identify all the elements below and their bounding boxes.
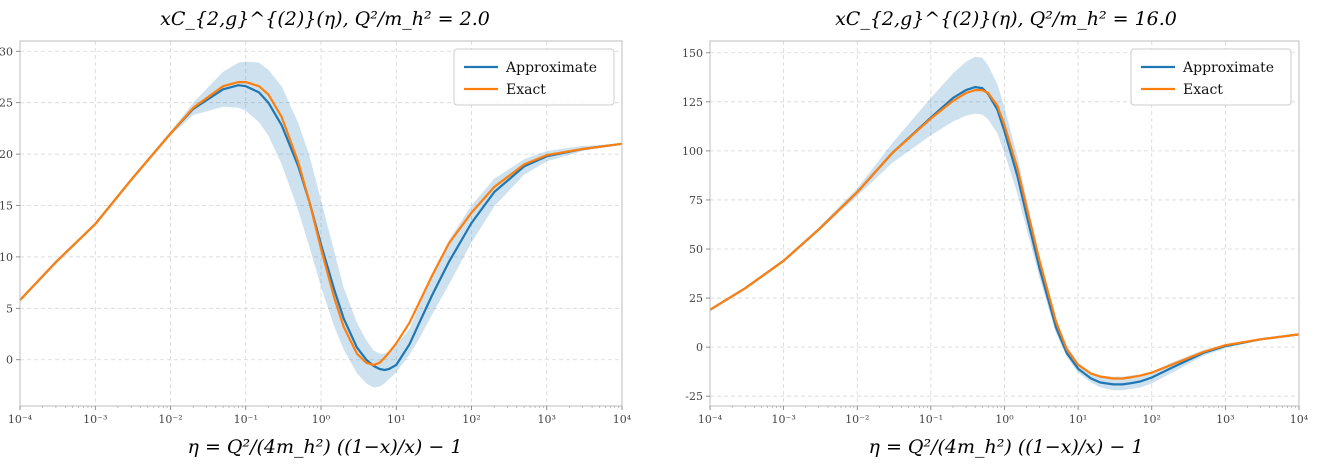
series-line-approximate [19,84,623,372]
chart-title-1: xC_{2,g}^{(2)}(η), Q²/m_h² = 2.0 [160,8,490,30]
series-line-exact [19,81,623,366]
x-tick-label: 10¹ [1069,413,1087,426]
y-tick-label: 30 [0,45,13,58]
legend-box [453,48,615,106]
legend-label-approximate: Approximate [505,60,597,76]
y-tick-label: 10 [0,251,13,264]
x-tick-label: 10⁻⁴ [698,413,723,426]
x-tick-label: 10⁰ [312,413,331,426]
x-tick-label: 10⁻³ [772,413,796,426]
y-tick-label: 15 [0,200,13,213]
y-tick-label: 75 [689,194,703,207]
x-tick-label: 10² [462,413,480,426]
legend-label-approximate: Approximate [1182,60,1274,76]
x-tick-label: 10⁻¹ [234,413,258,426]
y-tick-label: -25 [685,390,703,403]
y-tick-label: 50 [689,243,703,256]
x-tick-label: 10² [1143,413,1161,426]
plot-area-1 [19,61,623,388]
y-tick-label: 20 [0,148,13,161]
y-tick-label: 0 [6,354,13,367]
y-tick-label: 150 [682,47,703,60]
y-tick-label: 25 [0,97,13,110]
y-tick-label: 5 [6,302,13,315]
x-tick-label: 10⁰ [995,413,1014,426]
y-tick-label: 125 [682,96,703,109]
x-tick-label: 10³ [1216,413,1234,426]
x-tick-label: 10⁻² [845,413,869,426]
legend-label-exact: Exact [1183,82,1223,98]
chart-title-2: xC_{2,g}^{(2)}(η), Q²/m_h² = 16.0 [835,8,1177,30]
plot-area-2 [709,56,1300,391]
series-line-approximate [709,86,1300,386]
series-line-exact [709,89,1300,380]
x-tick-label: 10¹ [387,413,405,426]
legend-2: Approximate Exact [1130,48,1292,106]
legend-label-exact: Exact [506,82,546,98]
x-tick-label: 10⁴ [1290,413,1309,426]
x-tick-label: 10⁴ [613,413,632,426]
x-tick-label: 10³ [538,413,556,426]
x-tick-label: 10⁻¹ [919,413,943,426]
x-tick-label: 10⁻² [158,413,182,426]
x-tick-label: 10⁻⁴ [8,413,33,426]
chart-panel-1: xC_{2,g}^{(2)}(η), Q²/m_h² = 2.0 η = Q²/… [0,8,632,458]
y-tick-label: 100 [682,145,703,158]
y-tick-label: 0 [696,341,703,354]
x-axis-label-1: η = Q²/(4m_h²) ((1−x)/x) − 1 [188,436,463,458]
x-tick-label: 10⁻³ [83,413,107,426]
uncertainty-band [20,61,622,388]
chart-panel-2: xC_{2,g}^{(2)}(η), Q²/m_h² = 16.0 η = Q²… [682,8,1309,458]
legend-1: Approximate Exact [453,48,615,106]
x-axis-label-2: η = Q²/(4m_h²) ((1−x)/x) − 1 [869,436,1144,458]
y-tick-label: 25 [689,292,703,305]
legend-box [1130,48,1292,106]
